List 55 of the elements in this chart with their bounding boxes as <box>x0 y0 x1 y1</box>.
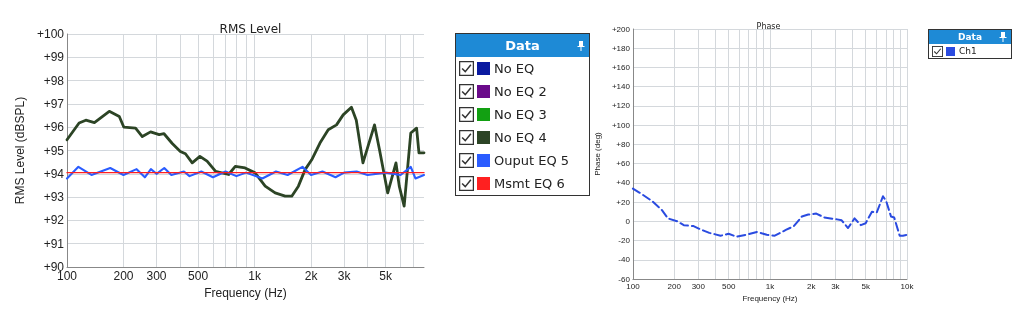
legend-label: No EQ 2 <box>494 84 547 99</box>
legend-label: No EQ 4 <box>494 130 547 145</box>
x-tick-label: 5k <box>379 269 394 283</box>
y-tick-label: -40 <box>618 255 631 265</box>
y-tick-label: +97 <box>43 96 65 111</box>
y-tick-label: +92 <box>43 213 65 228</box>
x-tick-label: 200 <box>113 269 134 283</box>
y-tick-label: +140 <box>611 82 631 92</box>
x-tick-label: 300 <box>691 281 706 291</box>
chart-title: Phase <box>756 21 781 31</box>
x-tick-label: 100 <box>626 281 641 291</box>
legend-title: Data <box>505 38 540 53</box>
y-tick-label: +160 <box>611 62 631 72</box>
y-tick-label: +94 <box>43 166 65 181</box>
x-tick-label: 300 <box>146 269 167 283</box>
y-tick-label: +96 <box>43 120 65 135</box>
y-axis-title: Phase (deg) <box>592 131 602 176</box>
legend-label: Ouput EQ 5 <box>494 153 570 168</box>
x-tick-label: 2k <box>304 269 319 283</box>
legend-title: Data <box>958 32 982 42</box>
x-tick-label: 500 <box>188 269 209 283</box>
y-tick-label: +200 <box>611 24 631 34</box>
x-tick-label: 1k <box>248 269 262 283</box>
y-tick-label: +98 <box>43 73 65 88</box>
x-tick-label: 3k <box>831 281 841 291</box>
y-tick-label: +60 <box>616 159 631 169</box>
y-tick-label: +20 <box>616 197 631 207</box>
y-tick-label: +120 <box>611 101 631 111</box>
x-tick-label: 2k <box>806 281 817 291</box>
legend-label: Msmt EQ 6 <box>494 176 565 191</box>
x-tick-label: 1k <box>765 281 776 291</box>
x-tick-label: 3k <box>337 269 352 283</box>
y-axis-title: RMS Level (dBSPL) <box>13 96 28 205</box>
y-tick-label: +80 <box>616 139 631 149</box>
x-axis-title: Frequency (Hz) <box>204 285 287 300</box>
y-tick-label: +40 <box>616 178 631 188</box>
legend-label: No EQ <box>494 61 535 76</box>
y-tick-label: -60 <box>618 274 631 284</box>
y-tick-label: +100 <box>36 27 65 41</box>
x-tick-label: 10k <box>900 281 915 291</box>
legend-label: Ch1 <box>959 46 977 56</box>
x-tick-label: 200 <box>667 281 682 291</box>
y-tick-label: +100 <box>611 120 631 130</box>
y-tick-label: +95 <box>43 143 65 158</box>
x-tick-label: 500 <box>722 281 736 291</box>
x-tick-label: 5k <box>861 281 871 291</box>
y-tick-label: +93 <box>43 190 65 205</box>
y-tick-label: -20 <box>618 236 631 246</box>
x-axis-title: Frequency (Hz) <box>742 294 798 304</box>
y-tick-label: 0 <box>625 216 631 226</box>
chart-title: RMS Level <box>219 22 282 36</box>
y-tick-label: +180 <box>611 43 631 53</box>
y-tick-label: +91 <box>43 236 65 251</box>
legend-label: No EQ 3 <box>494 107 547 122</box>
y-tick-label: +99 <box>43 50 65 65</box>
